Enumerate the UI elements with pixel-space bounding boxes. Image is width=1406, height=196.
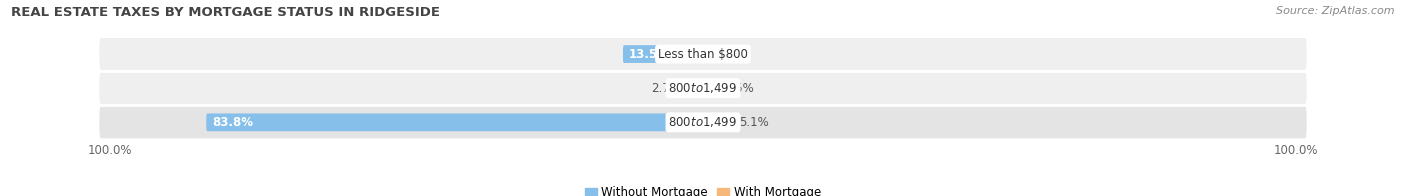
Text: $800 to $1,499: $800 to $1,499: [668, 115, 738, 129]
Text: 5.1%: 5.1%: [740, 116, 769, 129]
Text: 2.5%: 2.5%: [724, 82, 754, 95]
Text: $800 to $1,499: $800 to $1,499: [668, 81, 738, 95]
FancyBboxPatch shape: [98, 105, 1308, 139]
Text: Source: ZipAtlas.com: Source: ZipAtlas.com: [1277, 6, 1395, 16]
Text: 0.0%: 0.0%: [709, 48, 738, 61]
Text: 2.7%: 2.7%: [651, 82, 681, 95]
FancyBboxPatch shape: [703, 113, 734, 131]
FancyBboxPatch shape: [623, 45, 703, 63]
Text: 83.8%: 83.8%: [212, 116, 253, 129]
Text: 13.5%: 13.5%: [628, 48, 669, 61]
Text: REAL ESTATE TAXES BY MORTGAGE STATUS IN RIDGESIDE: REAL ESTATE TAXES BY MORTGAGE STATUS IN …: [11, 6, 440, 19]
FancyBboxPatch shape: [688, 79, 703, 97]
FancyBboxPatch shape: [98, 71, 1308, 105]
Legend: Without Mortgage, With Mortgage: Without Mortgage, With Mortgage: [581, 181, 825, 196]
FancyBboxPatch shape: [207, 113, 703, 131]
FancyBboxPatch shape: [98, 37, 1308, 71]
FancyBboxPatch shape: [703, 79, 718, 97]
Text: Less than $800: Less than $800: [658, 48, 748, 61]
